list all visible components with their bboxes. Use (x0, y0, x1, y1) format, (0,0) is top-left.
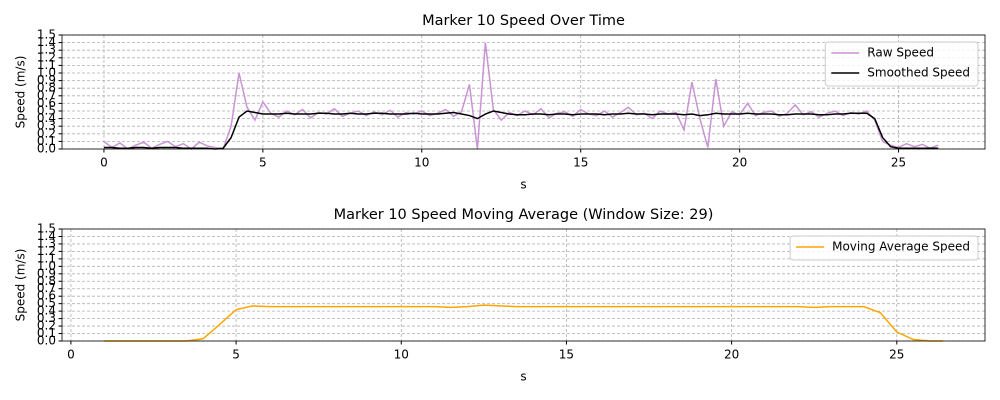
x-tick-label: 5 (232, 348, 240, 362)
y-tick-label: 1.0 (37, 66, 56, 80)
x-tick-label: 0 (100, 156, 108, 170)
y-tick-label: 1.2 (37, 244, 56, 258)
y-tick-label: 0.4 (37, 304, 56, 318)
y-tick-label: 0.9 (37, 73, 56, 87)
x-tick-label: 25 (891, 156, 906, 170)
x-tick-label: 15 (573, 156, 588, 170)
legend: Raw Speed Smoothed Speed (824, 41, 979, 87)
y-tick-label: 0.2 (37, 319, 56, 333)
x-axis-label: s (520, 178, 526, 192)
legend-label: Smoothed Speed (867, 66, 970, 80)
y-tick-label: 0.1 (37, 134, 56, 148)
y-tick-label: 1.3 (37, 43, 56, 57)
axes-frame (61, 34, 986, 150)
legend-label: Raw Speed (867, 46, 934, 60)
y-tick-label: 1.5 (37, 28, 56, 42)
y-tick-label: 0.5 (37, 296, 56, 310)
series-line (103, 304, 944, 342)
x-tick-label: 10 (414, 156, 429, 170)
y-tick-label: 1.5 (37, 222, 56, 236)
y-tick-label: 0.0 (37, 334, 56, 348)
y-tick-label: 0.4 (37, 111, 56, 125)
y-tick-label: 1.0 (37, 259, 56, 273)
y-tick-label: 1.2 (37, 50, 56, 64)
x-tick-label: 20 (724, 348, 739, 362)
series-line (103, 42, 939, 150)
subplot-title: Marker 10 Speed Moving Average (Window S… (334, 207, 714, 223)
legend-box (824, 41, 979, 87)
y-tick-label: 1.3 (37, 236, 56, 250)
x-tick-label: 10 (394, 348, 409, 362)
legend-label: Moving Average Speed (832, 240, 970, 254)
y-tick-label: 0.3 (37, 311, 56, 325)
y-tick-label: 0.9 (37, 266, 56, 280)
y-tick-label: 0.6 (37, 289, 56, 303)
legend-box (789, 235, 979, 261)
subplot: Marker 10 Speed Over Time s Speed (m/s) 0.0… (14, 13, 986, 192)
y-tick-label: 1.4 (37, 35, 56, 49)
y-tick-label: 0.1 (37, 326, 56, 340)
y-tick-label: 0.5 (37, 104, 56, 118)
y-tick-label: 0.0 (37, 142, 56, 156)
y-axis-label: Speed (m/s) (14, 249, 28, 322)
subplot-title: Marker 10 Speed Over Time (422, 13, 625, 29)
y-tick-label: 0.2 (37, 126, 56, 140)
y-tick-label: 0.3 (37, 119, 56, 133)
y-tick-label: 0.8 (37, 81, 56, 95)
x-tick-label: 5 (259, 156, 267, 170)
y-tick-label: 1.1 (37, 251, 56, 265)
subplot: Marker 10 Speed Moving Average (Window S… (14, 207, 986, 384)
y-tick-label: 0.6 (37, 96, 56, 110)
axes-frame (61, 228, 986, 342)
y-tick-label: 0.7 (37, 281, 56, 295)
y-tick-label: 0.7 (37, 88, 56, 102)
series-line (103, 110, 939, 150)
x-axis-label: s (520, 370, 526, 384)
y-axis-label: Speed (m/s) (14, 56, 28, 129)
y-tick-label: 0.8 (37, 274, 56, 288)
y-tick-label: 1.1 (37, 58, 56, 72)
legend: Moving Average Speed (789, 235, 979, 261)
y-tick-label: 1.4 (37, 229, 56, 243)
x-tick-label: 15 (559, 348, 574, 362)
x-tick-label: 0 (67, 348, 75, 362)
x-tick-label: 25 (889, 348, 904, 362)
x-tick-label: 20 (732, 156, 747, 170)
